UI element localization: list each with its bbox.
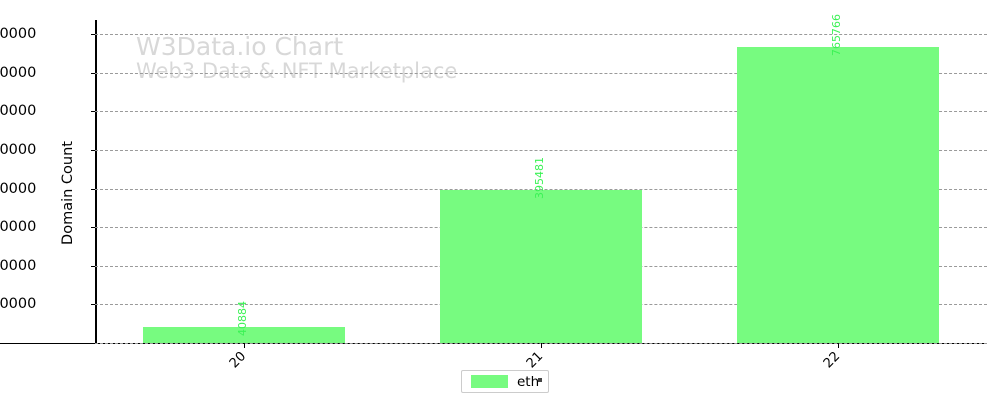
x-tick-label: 22 (821, 349, 844, 372)
bar[interactable] (737, 47, 940, 343)
y-tick-mark (90, 188, 95, 190)
gridline (95, 111, 987, 113)
gridline (95, 188, 987, 190)
y-tick-mark (90, 149, 95, 151)
y-axis-label: Domain Count (60, 141, 76, 245)
x-tick-label: 20 (226, 349, 249, 372)
legend[interactable]: eth (461, 370, 550, 393)
y-axis-line (95, 20, 97, 343)
bar[interactable] (440, 190, 642, 343)
bar-value-label: 40884 (235, 301, 249, 337)
x-tick-mark (243, 343, 245, 348)
y-tick-mark (90, 72, 95, 74)
x-tick-mark (541, 343, 542, 348)
y-tick-mark (90, 343, 95, 344)
gridline (95, 34, 987, 35)
legend-swatch-eth (471, 375, 508, 388)
y-tick-mark (90, 265, 95, 267)
y-tick-mark (90, 111, 95, 113)
x-tick-mark (838, 343, 840, 348)
legend-marker-dot (538, 378, 542, 382)
legend-label-eth: eth (517, 373, 540, 390)
gridline (95, 72, 987, 74)
x-tick-label: 21 (523, 349, 547, 372)
y-tick-mark (90, 227, 95, 229)
y-tick-mark (90, 34, 95, 35)
bar-value-label: 395481 (533, 157, 546, 200)
y-tick-mark (90, 304, 95, 306)
gridline (95, 149, 987, 151)
bar[interactable] (142, 327, 345, 343)
bar-value-label: 765766 (830, 14, 844, 57)
plot-area: 0100000200000300000400000500000600000700… (0, 14, 987, 344)
